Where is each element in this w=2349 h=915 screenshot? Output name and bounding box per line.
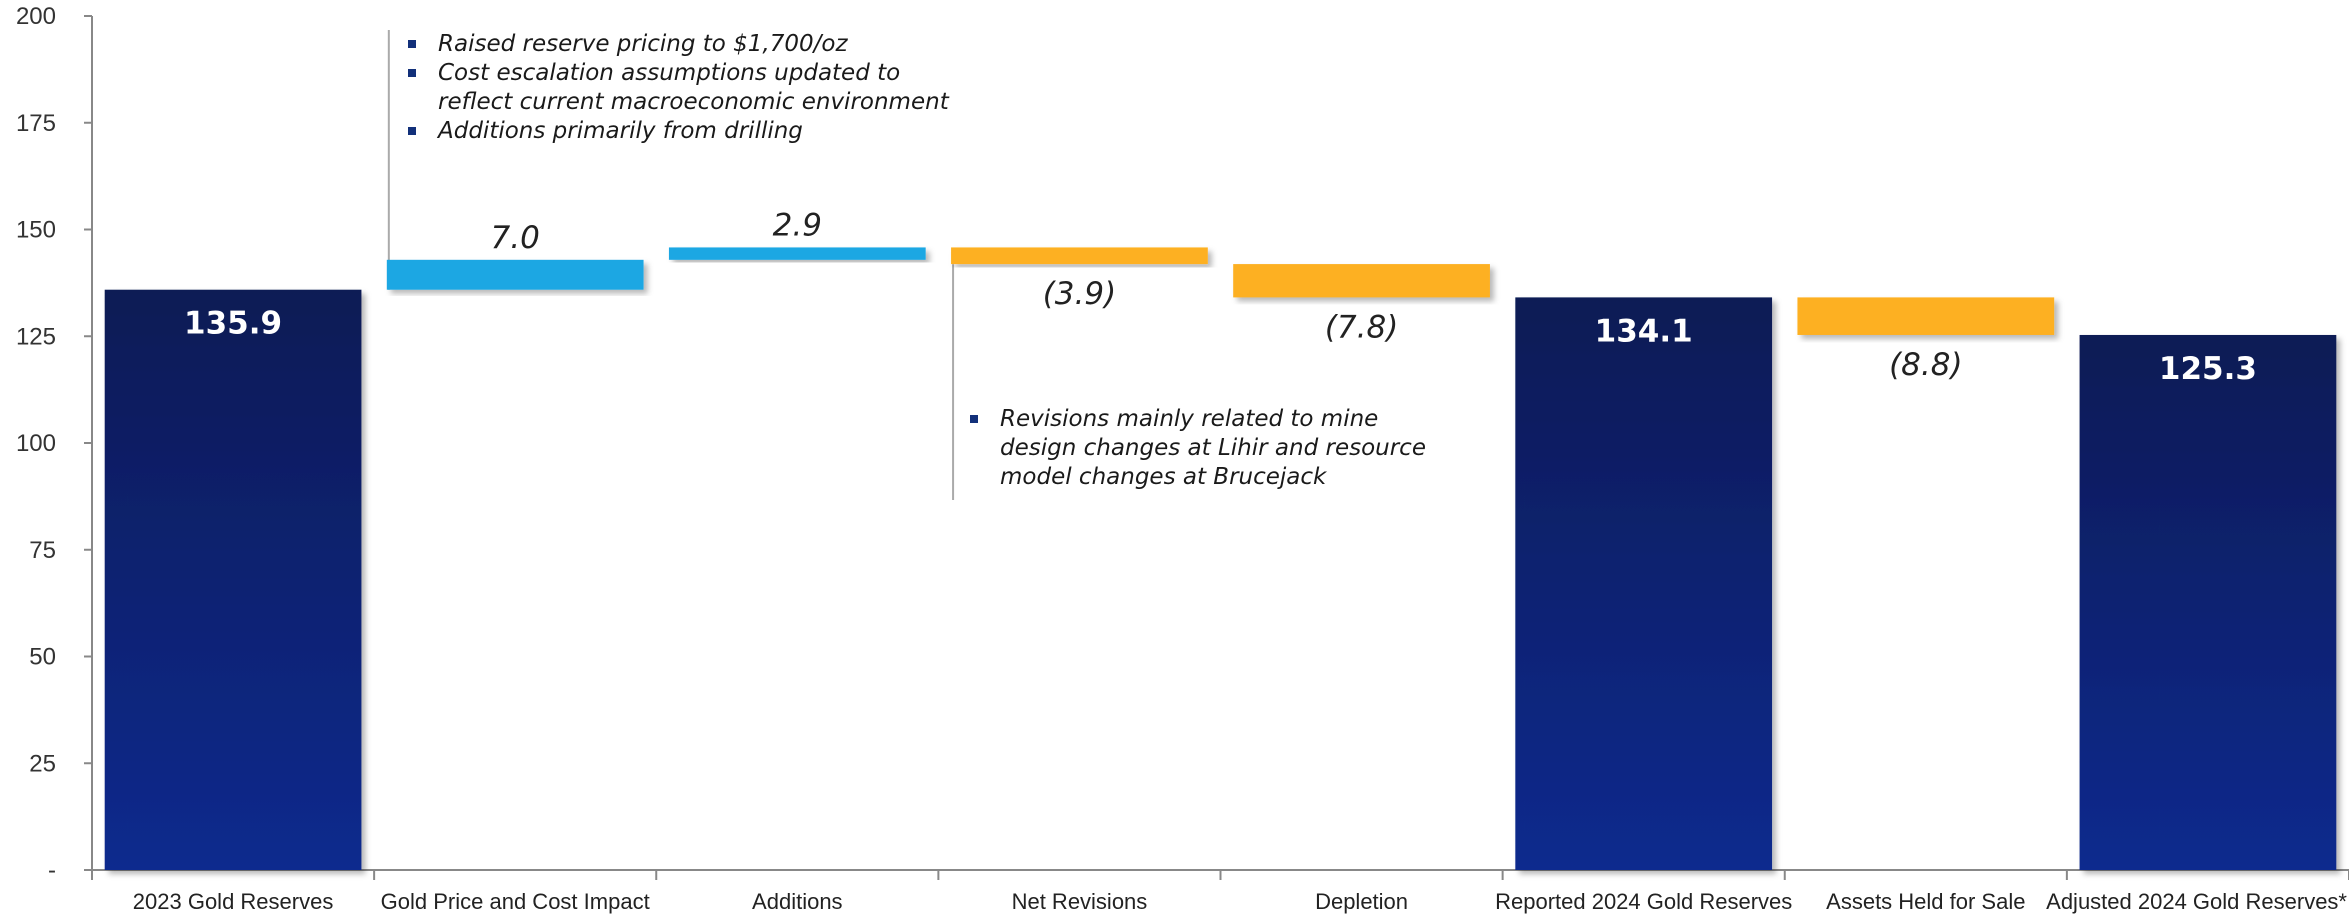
y-tick-label: 175 bbox=[16, 110, 56, 137]
y-tick-label: 25 bbox=[29, 750, 56, 777]
data-label: (7.8) bbox=[1325, 309, 1399, 345]
x-tick-label: Gold Price and Cost Impact bbox=[381, 889, 650, 914]
y-tick-label: 200 bbox=[16, 3, 56, 30]
increase-bar bbox=[668, 247, 926, 260]
x-tick-label: Assets Held for Sale bbox=[1826, 889, 2025, 914]
y-tick-label: - bbox=[48, 857, 56, 884]
y-tick-label: 150 bbox=[16, 217, 56, 244]
x-tick-label: Additions bbox=[752, 889, 843, 914]
annotation-bullet: Revisions mainly related to mine design … bbox=[966, 405, 1436, 492]
x-tick-label: Adjusted 2024 Gold Reserves* bbox=[2046, 889, 2347, 914]
annotation-bullet: Raised reserve pricing to $1,700/oz bbox=[404, 30, 964, 59]
annotation-price-cost: Raised reserve pricing to $1,700/oz Cost… bbox=[404, 30, 964, 146]
y-tick-label: 100 bbox=[16, 430, 56, 457]
annotation-net-revisions: Revisions mainly related to mine design … bbox=[966, 405, 1436, 492]
decrease-bar bbox=[951, 247, 1208, 265]
data-label: 7.0 bbox=[491, 220, 540, 256]
x-tick-label: Depletion bbox=[1315, 889, 1408, 914]
data-label: (8.8) bbox=[1889, 347, 1963, 383]
increase-bar bbox=[386, 259, 644, 290]
data-label: 135.9 bbox=[184, 306, 282, 342]
decrease-bar bbox=[1233, 264, 1490, 298]
x-tick-label: Net Revisions bbox=[1012, 889, 1148, 914]
x-tick-label: 2023 Gold Reserves bbox=[133, 889, 334, 914]
annotation-bullet: Additions primarily from drilling bbox=[404, 117, 964, 146]
total-bar bbox=[2079, 334, 2337, 870]
total-bar bbox=[1515, 297, 1773, 870]
y-tick-label: 125 bbox=[16, 323, 56, 350]
y-tick-label: 50 bbox=[29, 644, 56, 671]
data-label: (3.9) bbox=[1043, 276, 1117, 312]
x-tick-label: Reported 2024 Gold Reserves bbox=[1495, 889, 1792, 914]
data-label: 125.3 bbox=[2159, 351, 2257, 387]
annotation-bullet: Cost escalation assumptions updated to r… bbox=[404, 59, 964, 117]
decrease-bar bbox=[1797, 297, 2055, 335]
y-tick-label: 75 bbox=[29, 537, 56, 564]
total-bar bbox=[104, 289, 362, 870]
data-label: 2.9 bbox=[773, 207, 822, 243]
data-label: 134.1 bbox=[1595, 313, 1693, 349]
